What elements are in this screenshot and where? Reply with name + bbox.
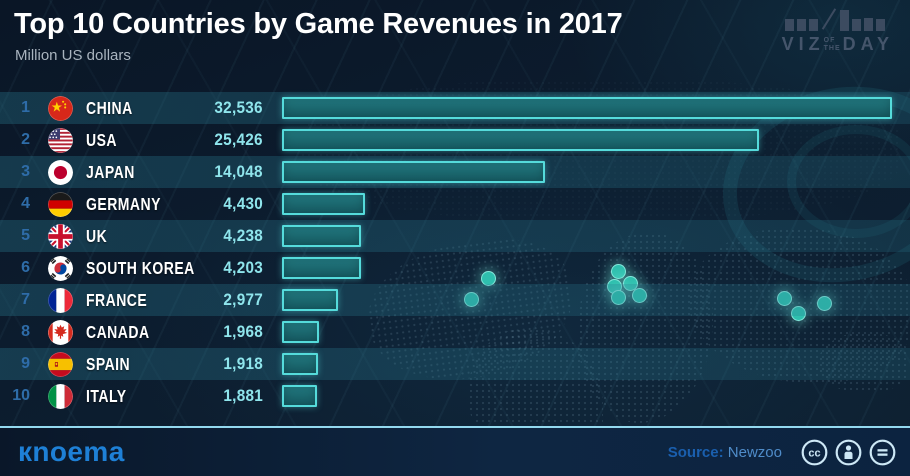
value-label: 1,968	[223, 322, 263, 341]
flag-south-korea-icon	[48, 255, 73, 281]
knoema-logo[interactable]: кnoema	[18, 436, 125, 467]
bar-track	[282, 257, 892, 279]
value-label: 4,203	[223, 258, 263, 277]
value-label: 14,048	[214, 162, 263, 181]
revenue-bar	[282, 193, 366, 215]
flag-france-icon	[48, 287, 73, 313]
rank-number: 4	[21, 195, 30, 212]
table-row: 4 GERMANY 4,430	[0, 188, 910, 220]
revenue-bar	[282, 97, 892, 119]
country-label: USA	[86, 129, 117, 150]
bar-glyph	[796, 19, 806, 31]
bar-track	[282, 321, 892, 343]
bar-track	[282, 193, 892, 215]
revenue-bar	[282, 129, 759, 151]
country-label: CHINA	[86, 97, 133, 118]
country-label: CANADA	[86, 321, 150, 342]
source-credit: Source: Newzoo	[668, 444, 782, 461]
bar-glyph	[875, 19, 885, 31]
flag-canada-icon	[48, 319, 73, 345]
flag-japan-icon	[48, 159, 73, 185]
value-label: 2,977	[223, 290, 263, 309]
bar-glyph	[784, 19, 794, 31]
value-label: 4,238	[223, 226, 263, 245]
slash-icon	[821, 8, 836, 30]
rank-number: 10	[12, 387, 30, 404]
value-label: 1,918	[223, 354, 263, 373]
rank-number: 3	[21, 163, 30, 180]
footer-bar: кnoema Source: Newzoo cc	[0, 426, 910, 476]
country-label: ITALY	[86, 385, 127, 406]
units-subtitle: Million US dollars	[15, 47, 131, 64]
license-icons: cc	[801, 439, 896, 471]
bar-glyph	[851, 19, 861, 31]
revenue-bar	[282, 385, 318, 407]
bar-track	[282, 97, 892, 119]
flag-usa-icon	[48, 127, 73, 153]
table-row: 10 ITALY 1,881	[0, 380, 910, 412]
rank-number: 5	[21, 227, 30, 244]
rank-number: 9	[21, 355, 30, 372]
value-label: 32,536	[214, 98, 263, 117]
value-label: 1,881	[223, 386, 263, 405]
rank-number: 6	[21, 259, 30, 276]
cc-cc-icon[interactable]: cc	[801, 439, 828, 471]
table-row: 2 USA 25,426	[0, 124, 910, 156]
source-value: Newzoo	[727, 444, 782, 461]
table-row: 3 JAPAN 14,048	[0, 156, 910, 188]
revenue-bar	[282, 321, 319, 343]
country-label: JAPAN	[86, 161, 135, 182]
rank-number: 2	[21, 131, 30, 148]
viz-logo-word-day: DAY	[842, 34, 894, 54]
cc-by-icon[interactable]	[835, 439, 862, 471]
country-label: UK	[86, 225, 108, 246]
table-row: 7 FRANCE 2,977	[0, 284, 910, 316]
ranking-bar-chart: 1 ★ CHINA 32,536 2 USA 25,426 3 JAPAN 14,048 4 GERM…	[0, 92, 910, 412]
revenue-bar	[282, 161, 546, 183]
bar-track	[282, 161, 892, 183]
page-title: Top 10 Countries by Game Revenues in 201…	[14, 8, 623, 40]
flag-uk-icon	[48, 223, 73, 249]
source-label: Source:	[667, 444, 724, 461]
value-label: 4,430	[223, 194, 263, 213]
bar-track	[282, 225, 892, 247]
viz-logo-word-viz: VIZ	[781, 34, 825, 54]
bar-glyph	[839, 10, 849, 31]
revenue-bar	[282, 257, 361, 279]
table-row: 8 CANADA 1,968	[0, 316, 910, 348]
bar-track	[282, 289, 892, 311]
viz-logo-word-of: OF	[823, 36, 836, 44]
revenue-bar	[282, 225, 362, 247]
flag-spain-icon	[48, 351, 73, 377]
table-row: 9 SPAIN 1,918	[0, 348, 910, 380]
country-label: FRANCE	[86, 289, 148, 310]
table-row: 6 SOUTH KOREA 4,203	[0, 252, 910, 284]
rank-number: 7	[21, 291, 30, 308]
value-label: 25,426	[214, 130, 263, 149]
bar-track	[282, 353, 892, 375]
table-row: 1 ★ CHINA 32,536	[0, 92, 910, 124]
viz-of-the-day-logo: VIZ OF THE DAY	[782, 8, 894, 55]
country-label: SOUTH KOREA	[86, 257, 195, 278]
bar-glyph	[863, 18, 873, 31]
viz-logo-word-the: THE	[823, 44, 841, 52]
country-label: SPAIN	[86, 353, 131, 374]
cc-nd-icon[interactable]	[869, 439, 896, 471]
revenue-bar	[282, 353, 318, 375]
country-label: GERMANY	[86, 193, 161, 214]
svg-text:cc: cc	[808, 448, 820, 460]
svg-text:★: ★	[51, 99, 63, 115]
bar-track	[282, 385, 892, 407]
table-row: 5 UK 4,238	[0, 220, 910, 252]
flag-germany-icon	[48, 191, 73, 217]
flag-italy-icon	[48, 383, 73, 409]
revenue-bar	[282, 289, 338, 311]
rank-number: 1	[21, 99, 30, 116]
rank-number: 8	[21, 323, 30, 340]
bar-chart-icon	[782, 8, 894, 31]
flag-china-icon: ★	[48, 95, 73, 121]
bar-glyph	[808, 19, 818, 31]
bar-track	[282, 129, 892, 151]
